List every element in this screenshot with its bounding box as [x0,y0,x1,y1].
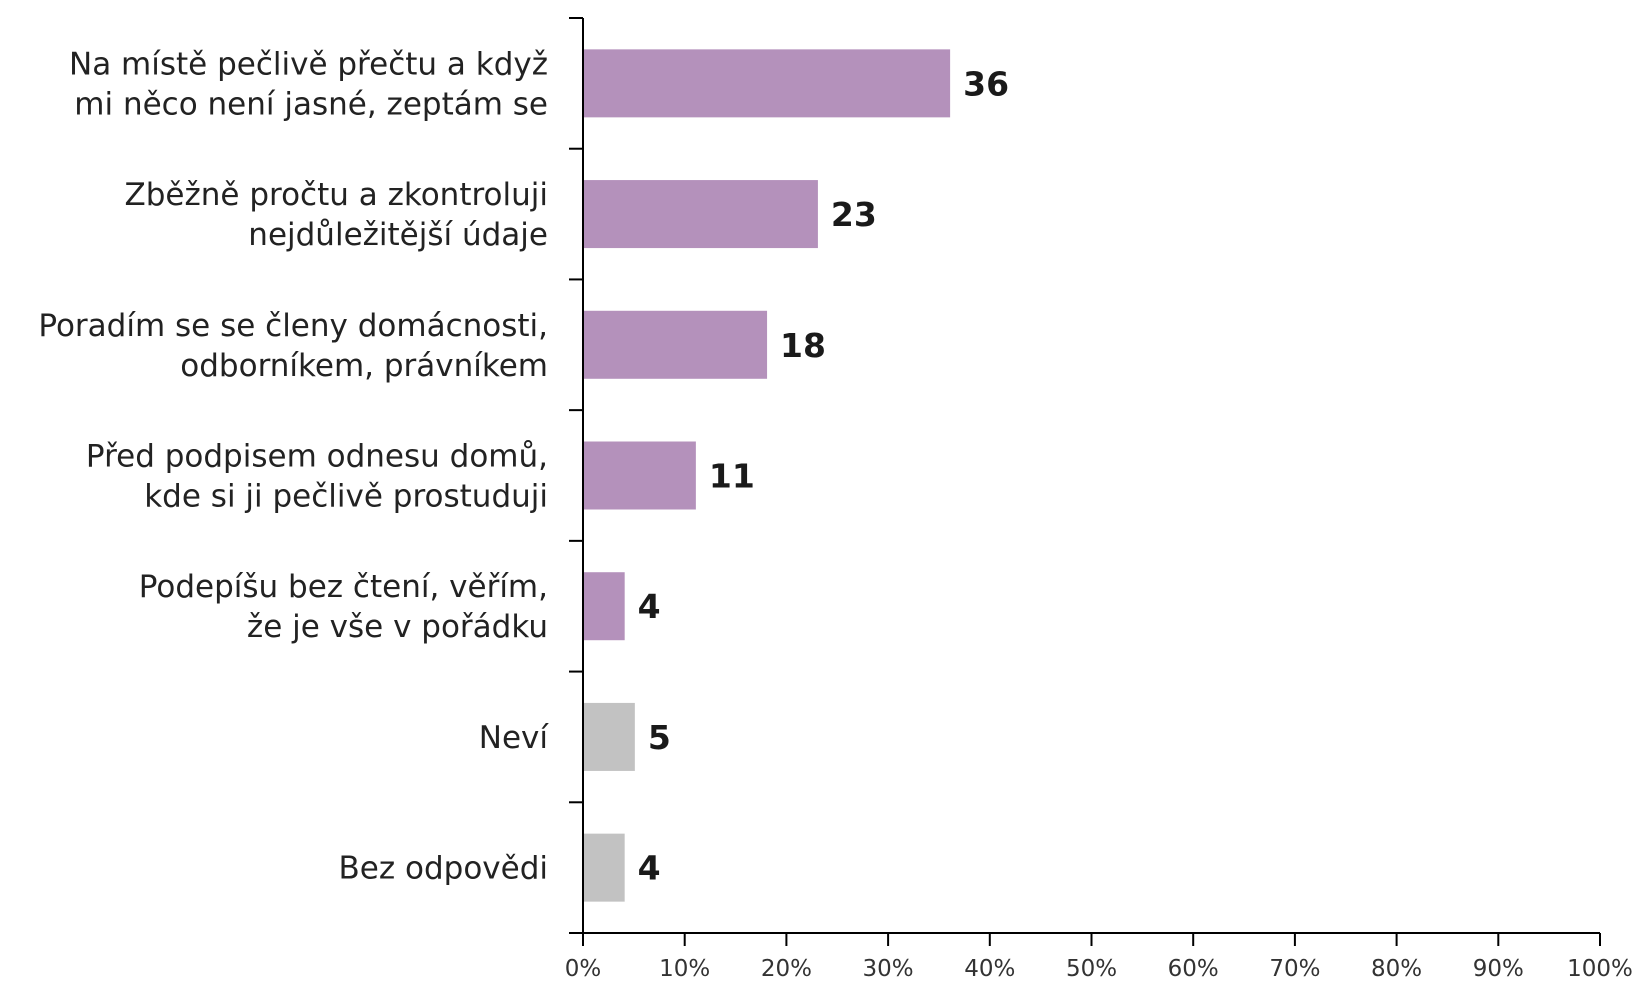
category-label-line: nejdůležitější údaje [248,217,548,253]
bar-value-label: 23 [831,195,877,234]
category-label-line: Zběžně pročtu a zkontroluji [125,177,549,213]
category-label-line: kde si ji pečlivě prostuduji [144,479,548,515]
y-axis-ticks [569,17,583,934]
bar-value-label: 4 [638,849,661,888]
bar [584,441,696,510]
category-label: Před podpisem odnesu domů, kde si ji pečl… [86,439,548,515]
bar [584,310,768,379]
category-label: Poradím se se členy domácnosti, odborníke… [38,308,548,384]
bar-series [584,49,951,902]
category-label: Bez odpovědi [339,851,548,887]
x-tick-label: 40% [964,956,1015,982]
x-tick-label: 0% [565,956,602,982]
category-label-line: mi něco není jasné, zeptám se [74,86,548,122]
bar [584,702,635,771]
x-tick-label: 20% [761,956,812,982]
category-label-line: že je vše v pořádku [247,609,548,645]
category-label: Na místě pečlivě přečtu a když mi něco ne… [69,46,548,122]
x-tick-label: 80% [1371,956,1422,982]
category-label-line: Poradím se se členy domácnosti, [38,308,548,344]
bar-value-label: 4 [638,587,661,626]
bar [584,49,951,118]
bar-value-label: 5 [648,718,671,757]
category-label: Zběžně pročtu a zkontroluji nejdůležitějš… [125,177,549,253]
bar [584,180,818,249]
category-label-line: Na místě pečlivě přečtu a když [69,46,548,82]
bar-value-label: 18 [780,326,826,365]
category-label: Neví [479,720,550,756]
value-labels: 36 23 18 11 4 5 4 [638,64,1009,887]
category-label-line: Bez odpovědi [339,851,548,887]
x-tick-label: 90% [1473,956,1524,982]
bar-value-label: 36 [963,64,1009,103]
x-tick-label: 30% [863,956,914,982]
x-tick-label: 10% [659,956,710,982]
x-tick-label: 70% [1269,956,1320,982]
category-label-line: Před podpisem odnesu domů, [86,439,548,475]
x-axis-ticks [582,933,1601,946]
bar [584,572,625,641]
x-tick-label: 100% [1567,956,1633,982]
category-label: Podepíšu bez čtení, věřím, že je vše v po… [139,569,548,645]
category-labels: Na místě pečlivě přečtu a když mi něco ne… [38,46,549,886]
x-tick-label: 60% [1168,956,1219,982]
category-label-line: odborníkem, právníkem [180,348,548,384]
x-tick-labels: 0% 10% 20% 30% 40% 50% 60% 70% 80% 90% 100% [565,956,1633,982]
category-label-line: Neví [479,720,550,756]
x-tick-label: 50% [1066,956,1117,982]
bar-value-label: 11 [709,457,755,496]
bar [584,833,625,902]
category-label-line: Podepíšu bez čtení, věřím, [139,569,548,605]
